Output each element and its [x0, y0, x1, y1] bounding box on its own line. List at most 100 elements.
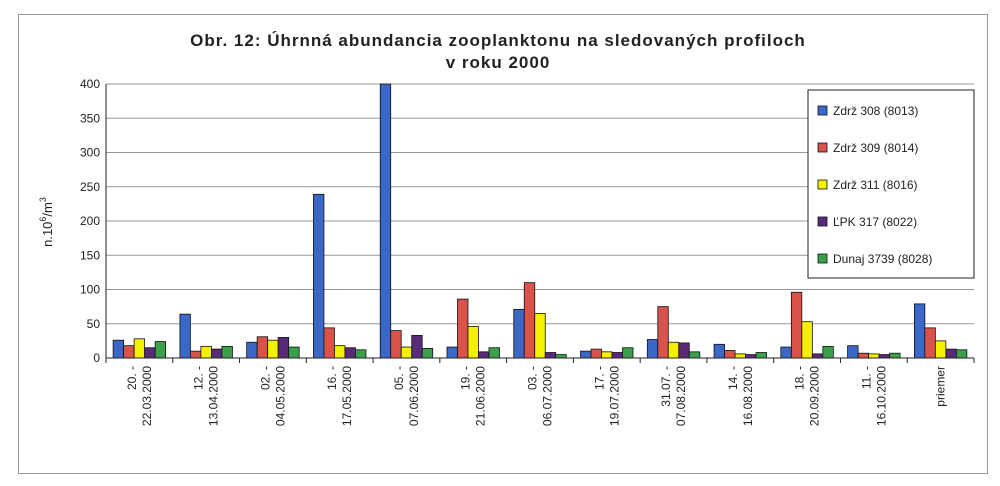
x-tick-label: 21.06.2000	[474, 366, 488, 426]
bar	[688, 351, 701, 359]
bar	[646, 339, 659, 359]
y-axis-label-exp: 6	[38, 217, 48, 222]
x-tick-label: 31.07. -	[659, 366, 673, 407]
bar	[256, 336, 269, 359]
bar	[734, 353, 746, 359]
bar	[868, 353, 880, 359]
x-tick-label: 20.09.2000	[808, 366, 822, 426]
legend-label: Dunaj 3739 (8028)	[833, 252, 932, 266]
legend-swatch	[817, 105, 828, 116]
x-tick-label: 16. -	[325, 366, 339, 390]
x-tick-label: 02. -	[258, 366, 272, 390]
axes	[105, 84, 975, 363]
y-tick-label: 50	[87, 317, 101, 331]
bar	[801, 321, 813, 359]
x-tick-label: 16.08.2000	[741, 366, 755, 426]
bar	[724, 350, 736, 359]
legend-box	[807, 89, 975, 279]
x-tick-label: 07.08.2000	[674, 366, 688, 426]
bar	[355, 349, 367, 359]
y-tick-label: 100	[80, 283, 100, 297]
y-tick-label: 150	[80, 248, 100, 262]
bar	[955, 349, 968, 359]
bar	[211, 348, 223, 359]
bar	[179, 313, 191, 359]
y-axis-label: n.106/m3	[38, 197, 55, 247]
bar	[457, 298, 469, 359]
bar	[913, 303, 926, 359]
bar	[200, 345, 212, 359]
bar	[755, 352, 767, 359]
bar	[924, 327, 936, 359]
bar	[323, 327, 335, 359]
bar	[678, 342, 690, 359]
x-tick-label: 14. -	[726, 366, 740, 390]
legend: Zdrž 308 (8013) Zdrž 309 (8014) Zdrž 311 (…	[807, 89, 975, 279]
legend-swatch	[817, 179, 828, 190]
bar	[657, 306, 669, 359]
x-tick-label: 12. -	[192, 366, 206, 390]
x-tick-label: 04.05.2000	[273, 366, 287, 426]
y-tick-label: 0	[93, 351, 100, 365]
bars	[112, 83, 968, 359]
x-tick-label: 16.10.2000	[874, 366, 888, 426]
bar	[421, 348, 434, 359]
bar	[267, 339, 279, 359]
bar	[611, 352, 623, 359]
bar	[379, 83, 392, 359]
y-tick-label: 350	[80, 111, 100, 125]
bar	[288, 346, 300, 359]
x-tick-label: 19. -	[459, 366, 473, 390]
bar	[221, 345, 233, 359]
bar	[544, 352, 557, 359]
bar	[622, 347, 634, 359]
bar	[745, 354, 757, 359]
y-axis-label-unit-exp: 3	[38, 197, 48, 202]
y-axis-label-unit: /m	[40, 202, 55, 216]
bar	[822, 345, 834, 359]
chart-title-line-2: v roku 2000	[446, 53, 551, 72]
y-axis-label-base: n.10	[40, 222, 55, 247]
bar	[790, 291, 803, 359]
y-tick-label: 200	[80, 214, 100, 228]
bar	[780, 346, 792, 359]
x-tick-label: 19.07.2000	[607, 366, 621, 426]
chart-title-line-1: Obr. 12: Úhrnná abundancia zooplanktonu …	[190, 31, 806, 50]
bar	[400, 346, 413, 359]
legend-label: Zdrž 309 (8014)	[833, 141, 918, 155]
legend-swatch	[817, 216, 828, 227]
bar	[534, 313, 546, 359]
x-tick-label: priemer	[934, 366, 948, 407]
bar	[133, 338, 146, 359]
bar	[580, 350, 592, 359]
x-tick-label: 05. -	[392, 366, 406, 390]
x-tick-labels: 20. -22.03.2000 12. -13.04.2000 02. -04.05…	[125, 366, 948, 426]
bar	[112, 339, 125, 359]
legend-label: ĽPK 317 (8022)	[833, 215, 917, 229]
bar	[277, 337, 290, 359]
bar	[123, 345, 135, 359]
bar	[934, 340, 947, 359]
bar	[523, 282, 536, 359]
bar	[411, 334, 423, 359]
y-tick-label: 250	[80, 180, 100, 194]
bar	[590, 348, 602, 359]
legend-label: Zdrž 308 (8013)	[833, 104, 918, 118]
bar	[555, 354, 567, 359]
x-tick-label: 06.07.2000	[541, 366, 555, 426]
x-tick-label: 17.05.2000	[340, 366, 354, 426]
bar	[154, 341, 167, 359]
x-tick-label: 20. -	[125, 366, 139, 390]
x-tick-label: 13.04.2000	[207, 366, 221, 426]
bar	[857, 352, 869, 359]
y-tick-label: 400	[80, 77, 100, 91]
legend-label: Zdrž 311 (8016)	[833, 178, 918, 192]
bar	[334, 345, 346, 359]
bar	[390, 330, 402, 359]
bar	[446, 346, 458, 359]
bar	[344, 347, 356, 359]
x-tick-label: 07.06.2000	[407, 366, 421, 426]
bar	[945, 348, 957, 359]
bar	[601, 351, 613, 359]
